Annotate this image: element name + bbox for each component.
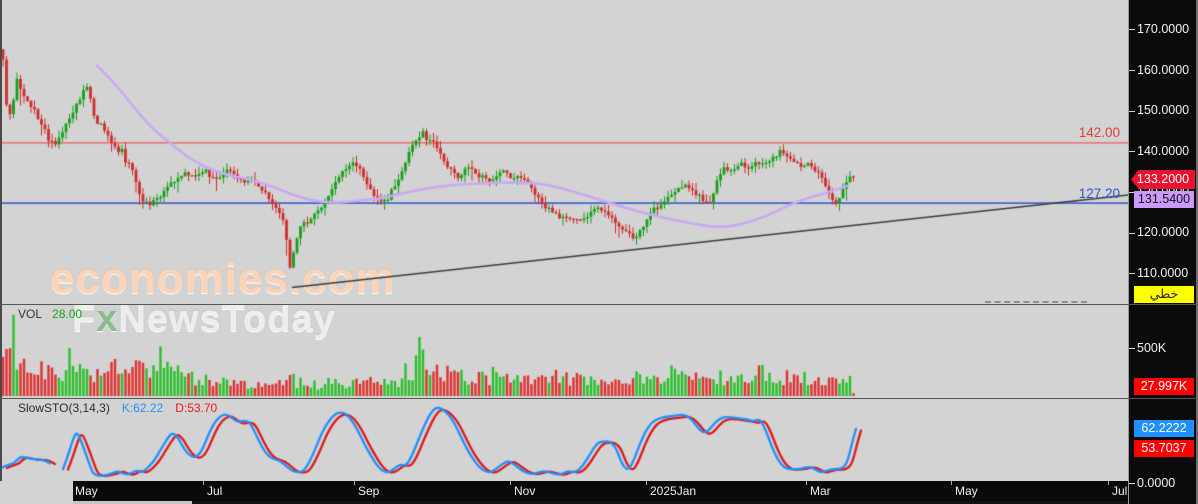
dashed-line-segment: [985, 301, 1087, 303]
chart-canvas[interactable]: [0, 0, 1128, 481]
time-axis[interactable]: May Jul Sep Nov 2025Jan Mar May Jul: [71, 481, 1198, 501]
time-axis-label: May: [75, 484, 98, 498]
volume-value-badge: 27.997K: [1134, 378, 1194, 395]
resistance-price-label: 142.00: [1078, 125, 1120, 140]
time-axis-tick: [203, 481, 204, 485]
tick-dash: [1129, 273, 1135, 275]
price-axis-tick: 500K: [1129, 341, 1166, 355]
plot-left-border: [0, 0, 2, 481]
tick-dash: [1129, 191, 1135, 193]
time-axis-tick: [951, 481, 952, 485]
time-axis-tick: [354, 481, 355, 485]
time-axis-label: Nov: [514, 484, 536, 498]
price-axis-tick: 160.0000: [1129, 63, 1189, 77]
ma-value-badge: 131.5400: [1134, 191, 1194, 208]
tick-text: 170.0000: [1137, 22, 1190, 36]
volume-panel-separator[interactable]: [0, 304, 1198, 305]
volume-label-text: VOL: [18, 307, 43, 321]
tick-text: 150.0000: [1137, 103, 1190, 118]
tick-text: 110.0000: [1137, 266, 1189, 281]
price-axis[interactable]: 170.0000160.0000150.0000140.0000130.0000…: [1128, 0, 1198, 504]
tick-dash: [1129, 69, 1135, 71]
tick-dash: [1129, 483, 1135, 485]
sto-panel-separator[interactable]: [0, 398, 1198, 399]
time-axis-tick: [646, 481, 647, 485]
sto-d-value: D:53.70: [175, 401, 218, 415]
sto-label-text: SlowSTO(3,14,3): [18, 401, 110, 415]
time-axis-tick: [806, 481, 807, 485]
tick-dash: [1129, 29, 1135, 31]
sto-d-badge: 53.7037: [1134, 440, 1194, 457]
price-axis-tick: 0.0000: [1129, 476, 1175, 490]
time-axis-label: Mar: [810, 484, 831, 498]
scale-type-badge[interactable]: خطي: [1134, 286, 1194, 303]
tick-text: 140.0000: [1137, 144, 1190, 159]
sto-k-badge: 62.2222: [1134, 420, 1194, 437]
time-axis-tick: [510, 481, 511, 485]
time-axis-tick: [1108, 481, 1109, 485]
price-axis-tick: 170.0000: [1129, 22, 1189, 36]
time-axis-label: Jul: [207, 484, 223, 498]
last-price-badge: 133.2000: [1131, 170, 1195, 189]
sto-k-value: K:62.22: [121, 401, 164, 415]
tick-dash: [1129, 151, 1135, 153]
tick-text: 120.0000: [1137, 225, 1190, 240]
tick-dash: [1129, 110, 1135, 112]
horizontal-scrollbar[interactable]: [73, 501, 1198, 504]
tick-text: 0.0000: [1137, 476, 1176, 490]
tick-text: 160.0000: [1137, 62, 1190, 77]
volume-indicator-label: VOL 28.00: [18, 307, 82, 321]
scrollbar-thumb[interactable]: [73, 501, 192, 504]
tick-text: 500K: [1137, 341, 1167, 355]
sto-indicator-label: SlowSTO(3,14,3) K:62.22 D:53.70: [18, 401, 217, 415]
axis-corner: [0, 481, 73, 504]
volume-value: 28.00: [52, 307, 83, 321]
time-axis-label: Sep: [358, 484, 380, 498]
tick-dash: [1129, 232, 1135, 234]
price-axis-tick: 150.0000: [1129, 103, 1189, 117]
support-price-label: 127.20: [1078, 186, 1120, 201]
time-axis-label: Jul: [1112, 484, 1128, 498]
time-axis-label: 2025Jan: [650, 484, 697, 498]
time-axis-label: May: [955, 484, 978, 498]
tick-dash: [1129, 348, 1135, 350]
price-axis-tick: 110.0000: [1129, 266, 1188, 280]
price-axis-tick: 120.0000: [1129, 225, 1189, 239]
price-axis-tick: 140.0000: [1129, 144, 1189, 158]
